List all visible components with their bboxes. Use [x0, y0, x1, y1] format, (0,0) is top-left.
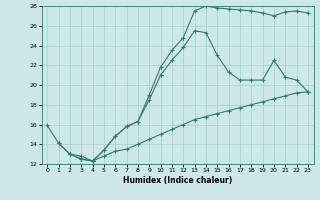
- X-axis label: Humidex (Indice chaleur): Humidex (Indice chaleur): [123, 176, 232, 185]
